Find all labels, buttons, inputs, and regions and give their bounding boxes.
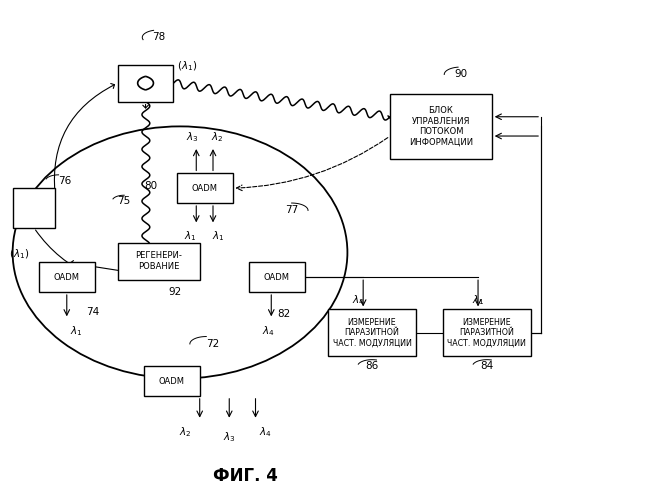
Text: $\lambda_4$: $\lambda_4$ <box>259 426 271 440</box>
Bar <box>39 262 95 292</box>
Text: $\lambda_3$: $\lambda_3$ <box>186 130 199 143</box>
Bar <box>13 188 56 228</box>
Text: 72: 72 <box>207 339 220 349</box>
Text: $\lambda_2$: $\lambda_2$ <box>179 426 191 440</box>
Text: $\lambda_3$: $\lambda_3$ <box>223 430 236 444</box>
Text: ИЗМЕРЕНИЕ
ПАРАЗИТНОЙ
ЧАСТ. МОДУЛЯЦИИ: ИЗМЕРЕНИЕ ПАРАЗИТНОЙ ЧАСТ. МОДУЛЯЦИИ <box>332 318 412 348</box>
Text: $\lambda_4$: $\lambda_4$ <box>352 293 365 307</box>
Text: 74: 74 <box>87 307 100 317</box>
Text: $\lambda_1$: $\lambda_1$ <box>213 228 225 242</box>
Text: ФИГ. 4: ФИГ. 4 <box>213 467 278 485</box>
Text: 76: 76 <box>58 176 71 186</box>
Text: $\lambda_1$: $\lambda_1$ <box>472 293 485 307</box>
Bar <box>249 262 305 292</box>
Bar <box>118 242 200 280</box>
Text: $(\lambda_1)$: $(\lambda_1)$ <box>177 60 197 73</box>
Bar <box>118 64 173 102</box>
Text: OADM: OADM <box>191 184 218 192</box>
Text: ИЗМЕРЕНИЕ
ПАРАЗИТНОЙ
ЧАСТ. МОДУЛЯЦИИ: ИЗМЕРЕНИЕ ПАРАЗИТНОЙ ЧАСТ. МОДУЛЯЦИИ <box>448 318 526 348</box>
Text: 84: 84 <box>480 361 494 371</box>
Text: OADM: OADM <box>54 272 80 281</box>
Text: $\lambda_2$: $\lambda_2$ <box>211 130 223 143</box>
Text: $\lambda_1$: $\lambda_1$ <box>185 228 197 242</box>
Text: 75: 75 <box>118 196 131 205</box>
Text: РЕГЕНЕРИ-
РОВАНИЕ: РЕГЕНЕРИ- РОВАНИЕ <box>135 252 182 271</box>
Text: 78: 78 <box>152 32 166 42</box>
Text: 77: 77 <box>285 206 299 216</box>
Text: 82: 82 <box>277 310 290 320</box>
Text: OADM: OADM <box>264 272 290 281</box>
Text: $\lambda_1$: $\lambda_1$ <box>70 324 83 338</box>
Bar <box>177 174 232 203</box>
Text: $(\lambda_1)$: $(\lambda_1)$ <box>9 248 30 261</box>
Bar <box>328 310 416 356</box>
Text: БЛОК
УПРАВЛЕНИЯ
ПОТОКОМ
ИНФОРМАЦИИ: БЛОК УПРАВЛЕНИЯ ПОТОКОМ ИНФОРМАЦИИ <box>409 106 473 146</box>
Bar <box>144 366 200 396</box>
Text: 86: 86 <box>365 361 379 371</box>
Bar <box>390 94 492 158</box>
Text: 92: 92 <box>168 287 182 297</box>
Text: 90: 90 <box>454 70 467 80</box>
Text: OADM: OADM <box>159 376 185 386</box>
Text: $\lambda_4$: $\lambda_4$ <box>262 324 275 338</box>
Text: 80: 80 <box>144 180 157 190</box>
Bar <box>443 310 531 356</box>
